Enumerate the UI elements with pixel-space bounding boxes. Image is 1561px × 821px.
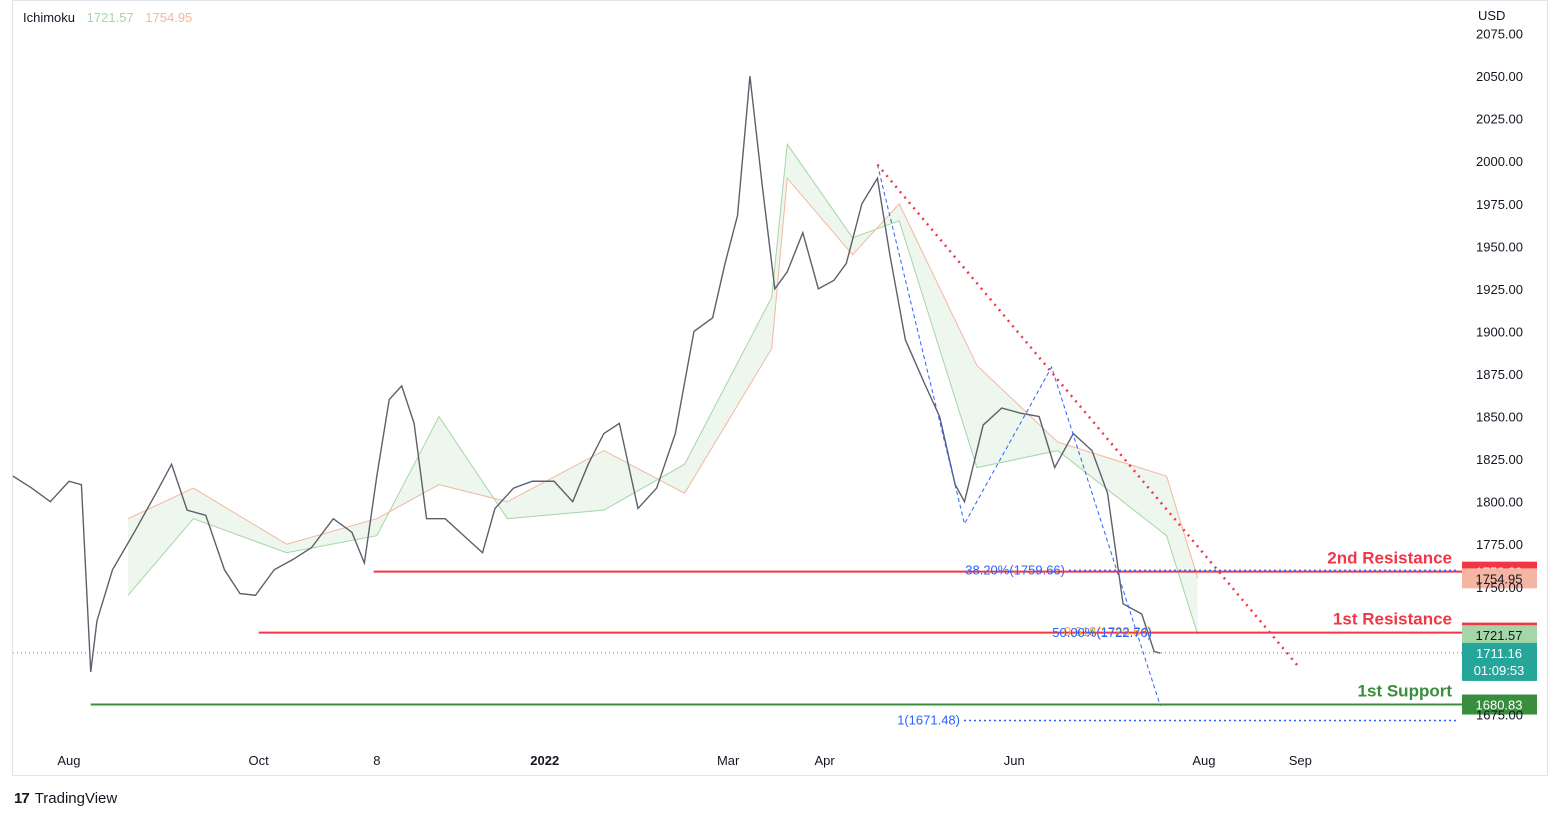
indicator-legend[interactable]: Ichimoku 1721.57 1754.95	[23, 10, 200, 25]
indicator-value-b: 1754.95	[145, 10, 193, 25]
y-tick-9: 1850.00	[1476, 410, 1523, 425]
y-tick-11: 1800.00	[1476, 495, 1523, 510]
fib-label-0: 38.20%(1759.66)	[965, 562, 1065, 577]
price-tag-0: 1754.95	[1476, 571, 1523, 586]
y-tick-12: 1775.00	[1476, 537, 1523, 552]
x-tick-2: 8	[373, 753, 380, 768]
brand-name: TradingView	[34, 790, 118, 807]
y-tick-14: 1675.00	[1476, 707, 1523, 722]
downtrend-line	[876, 163, 1299, 666]
y-tick-3: 2000.00	[1476, 154, 1523, 169]
x-tick-0: Aug	[57, 753, 80, 768]
price-tag-bg-0	[1462, 568, 1537, 589]
price-tag-2: 1711.16	[1476, 646, 1522, 661]
y-tick-4: 1975.00	[1476, 197, 1523, 212]
x-tick-4: Mar	[717, 753, 740, 768]
fib-zigzag	[876, 164, 1161, 707]
price-tag-bg-2	[1462, 642, 1537, 681]
fib-label-3: 1(1671.48)	[897, 712, 960, 727]
level-tag-bg-2	[1462, 694, 1537, 715]
x-tick-8: Sep	[1289, 753, 1312, 768]
y-tick-8: 1875.00	[1476, 367, 1523, 382]
level-label-2: 1st Support	[1358, 682, 1453, 701]
x-tick-1: Oct	[249, 753, 270, 768]
level-label-1: 1st Resistance	[1333, 610, 1452, 629]
axis-currency: USD	[1478, 8, 1505, 23]
indicator-value-a: 1721.57	[86, 10, 134, 25]
brand[interactable]: 17 TradingView	[14, 790, 117, 807]
cloud-span-a	[127, 142, 1199, 635]
y-tick-0: 2075.00	[1476, 27, 1523, 42]
ichimoku-cloud	[128, 144, 1198, 635]
price-chart[interactable]: 2nd Resistance1758.891st Resistance1723.…	[0, 0, 1561, 776]
price-tag-1: 1721.57	[1476, 628, 1523, 643]
y-tick-5: 1950.00	[1476, 239, 1523, 254]
x-tick-7: Aug	[1192, 753, 1215, 768]
bar-countdown: 01:09:53	[1474, 663, 1525, 678]
x-tick-6: Jun	[1004, 753, 1025, 768]
x-tick-3: 2022	[530, 753, 559, 768]
x-tick-5: Apr	[814, 753, 835, 768]
tradingview-logo-icon: 17	[14, 790, 30, 807]
fib-label-2: 50.00%(1722.76)	[1052, 625, 1152, 640]
level-label-0: 2nd Resistance	[1327, 549, 1452, 568]
y-tick-6: 1925.00	[1476, 282, 1523, 297]
indicator-name: Ichimoku	[23, 10, 76, 25]
y-tick-10: 1825.00	[1476, 452, 1523, 467]
y-tick-1: 2050.00	[1476, 69, 1523, 84]
y-tick-7: 1900.00	[1476, 324, 1523, 339]
y-tick-2: 2025.00	[1476, 112, 1523, 127]
cloud-span-b	[127, 176, 1199, 579]
y-tick-13: 1750.00	[1476, 580, 1523, 595]
price-tag-bg-1	[1462, 625, 1537, 646]
price-line	[12, 75, 1161, 672]
fib-label-1: 0.618(1723.54)	[1064, 624, 1152, 639]
chart-frame[interactable]	[12, 0, 1548, 776]
level-tag-2: 1680.83	[1476, 698, 1523, 713]
